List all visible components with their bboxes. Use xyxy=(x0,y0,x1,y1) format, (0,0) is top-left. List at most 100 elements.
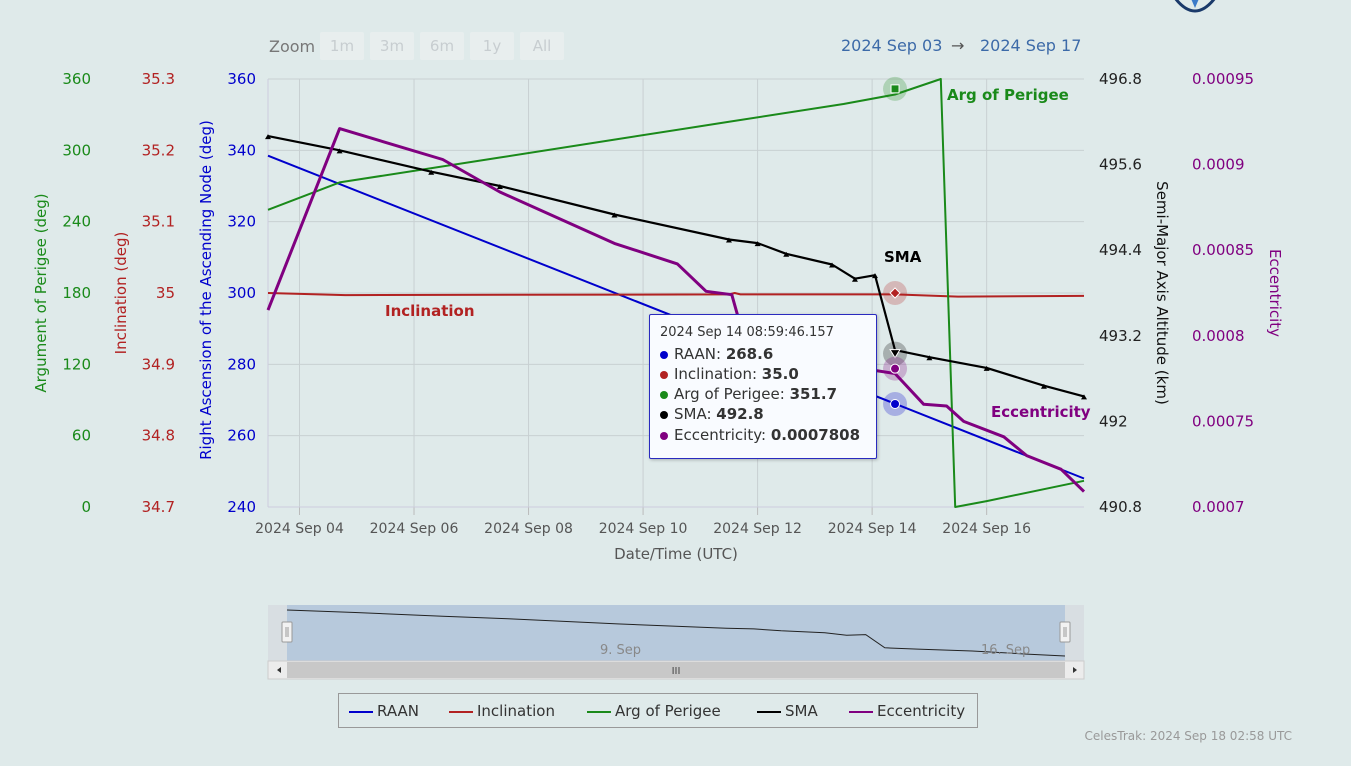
x-tick-label: 2024 Sep 12 xyxy=(713,521,802,537)
eccentricity-dot-icon xyxy=(660,432,668,440)
inclination-axis-tick-label: 35.1 xyxy=(142,213,175,231)
range-arrow: → xyxy=(951,36,965,55)
sma-axis-title: Semi-Major Axis Altitude (km) xyxy=(1153,181,1171,405)
inclination-axis-tick-label: 34.8 xyxy=(142,427,175,445)
zoom-1m-button[interactable]: 1m xyxy=(320,32,364,60)
raan-axis-tick-label: 280 xyxy=(227,355,256,373)
tooltip-label: Arg of Perigee xyxy=(674,385,780,403)
sma-data-marker xyxy=(725,237,732,243)
tooltip-label: Inclination xyxy=(674,365,752,383)
arg-perigee-dot-icon xyxy=(660,391,668,399)
zoom-label: Zoom xyxy=(269,37,316,56)
zoom-all-button[interactable]: All xyxy=(520,32,564,60)
x-tick-label: 2024 Sep 04 xyxy=(255,521,344,537)
navigator-selected-range xyxy=(287,605,1065,661)
x-tick-label: 2024 Sep 16 xyxy=(942,521,1031,537)
zoom-6m-button[interactable]: 6m xyxy=(420,32,464,60)
range-to[interactable]: 2024 Sep 17 xyxy=(980,36,1082,55)
raan-axis-tick-label: 260 xyxy=(227,427,256,445)
sma-axis-tick-label: 493.2 xyxy=(1099,327,1142,345)
legend-item-sma[interactable]: SMA xyxy=(785,702,818,720)
tooltip-label: SMA xyxy=(674,405,707,423)
inclination-axis-tick-label: 35 xyxy=(156,284,175,302)
raan-dot-icon xyxy=(660,351,668,359)
series-annotation: Inclination xyxy=(385,302,475,320)
raan-axis-tick-label: 300 xyxy=(227,284,256,302)
tooltip-row-eccentricity: Eccentricity: 0.0007808 xyxy=(660,426,860,444)
raan-axis-title: Right Ascension of the Ascending Node (d… xyxy=(197,120,215,460)
tooltip-label: RAAN xyxy=(674,345,716,363)
tooltip-row-inclination: Inclination: 35.0 xyxy=(660,365,799,383)
sma-axis-tick-label: 495.6 xyxy=(1099,156,1142,174)
legend-arg-perigee-line-icon xyxy=(587,711,611,713)
sma-dot-icon xyxy=(660,411,668,419)
tooltip-value: 268.6 xyxy=(725,345,774,363)
raan-axis-tick-label: 320 xyxy=(227,213,256,231)
sma-data-marker xyxy=(611,212,618,218)
zoom-1y-button[interactable]: 1y xyxy=(470,32,514,60)
eccentricity-axis-tick-label: 0.0007 xyxy=(1192,498,1245,516)
navigator-handle[interactable] xyxy=(281,621,293,643)
arg-perigee-axis-tick-label: 360 xyxy=(62,70,91,88)
tooltip-row-sma: SMA: 492.8 xyxy=(660,405,764,423)
range-from[interactable]: 2024 Sep 03 xyxy=(841,36,943,55)
x-tick-label: 2024 Sep 06 xyxy=(370,521,459,537)
eccentricity-hover-marker xyxy=(890,363,901,374)
sma-axis-tick-label: 494.4 xyxy=(1099,241,1142,259)
eccentricity-axis-tick-label: 0.0009 xyxy=(1192,156,1245,174)
arg-perigee-axis-title: Argument of Perigee (deg) xyxy=(32,193,50,392)
x-tick-label: 2024 Sep 10 xyxy=(599,521,688,537)
sma-hover-marker xyxy=(889,349,901,359)
sma-axis-tick-label: 492 xyxy=(1099,412,1128,430)
inclination-axis-tick-label: 34.7 xyxy=(142,498,175,516)
sma-data-marker xyxy=(983,365,990,371)
raan-hover-marker xyxy=(890,399,901,409)
sma-data-marker xyxy=(851,276,858,282)
eccentricity-axis-title: Eccentricity xyxy=(1266,249,1284,337)
tooltip: 2024 Sep 14 08:59:46.157 RAAN: 268.6 Inc… xyxy=(649,314,877,459)
navigator-scrollbar-thumb xyxy=(287,662,1065,678)
tooltip-row-arg-perigee: Arg of Perigee: 351.7 xyxy=(660,385,837,403)
legend-eccentricity-line-icon xyxy=(849,711,873,713)
sma-data-marker xyxy=(1081,394,1087,400)
x-tick-label: 2024 Sep 08 xyxy=(484,521,573,537)
tooltip-row-raan: RAAN: 268.6 xyxy=(660,345,773,363)
inclination-axis-tick-label: 34.9 xyxy=(142,355,175,373)
arg-perigee-axis-tick-label: 120 xyxy=(62,355,91,373)
arg-perigee-axis-tick-label: 180 xyxy=(62,284,91,302)
celestrak-logo-icon xyxy=(1167,0,1223,18)
navigator-handle[interactable] xyxy=(1059,621,1071,643)
legend-item-raan[interactable]: RAAN xyxy=(377,702,419,720)
credit-text: CelesTrak: 2024 Sep 18 02:58 UTC xyxy=(1084,729,1292,743)
sma-data-marker xyxy=(754,241,761,247)
eccentricity-axis-tick-label: 0.00095 xyxy=(1192,70,1254,88)
arg-perigee-axis-tick-label: 300 xyxy=(62,141,91,159)
sma-axis-tick-label: 490.8 xyxy=(1099,498,1142,516)
series-annotation: Arg of Perigee xyxy=(947,86,1069,104)
legend-item-eccentricity[interactable]: Eccentricity xyxy=(877,702,966,720)
eccentricity-axis-tick-label: 0.0008 xyxy=(1192,327,1245,345)
inclination-axis-title: Inclination (deg) xyxy=(112,232,130,355)
eccentricity-axis-tick-label: 0.00075 xyxy=(1192,412,1254,430)
sma-data-marker xyxy=(783,251,790,257)
navigator-tick-label: 9. Sep xyxy=(600,643,641,658)
legend-item-inclination[interactable]: Inclination xyxy=(477,702,555,720)
arg-perigee-series-line xyxy=(267,78,1085,508)
sma-data-marker xyxy=(926,355,933,361)
arg-perigee-axis-tick-label: 0 xyxy=(81,498,91,516)
inclination-axis-tick-label: 35.3 xyxy=(142,70,175,88)
zoom-3m-button[interactable]: 3m xyxy=(370,32,414,60)
tooltip-label: Eccentricity xyxy=(674,426,762,444)
sma-data-marker xyxy=(265,134,271,140)
tooltip-value: 351.7 xyxy=(789,385,838,403)
legend-item-arg-perigee[interactable]: Arg of Perigee xyxy=(615,702,721,720)
scroll-left-arrow-icon xyxy=(277,667,281,673)
sma-data-marker xyxy=(336,148,343,154)
sma-data-marker xyxy=(428,169,435,175)
scrollbar-grip-icon: III xyxy=(672,666,681,677)
legend: RAAN Inclination Arg of Perigee SMA Ecce… xyxy=(338,693,978,728)
tooltip-value: 0.0007808 xyxy=(770,426,861,444)
eccentricity-axis-tick-label: 0.00085 xyxy=(1192,241,1254,259)
arg-perigee-hover-marker xyxy=(890,84,900,94)
sma-data-marker xyxy=(496,184,503,189)
